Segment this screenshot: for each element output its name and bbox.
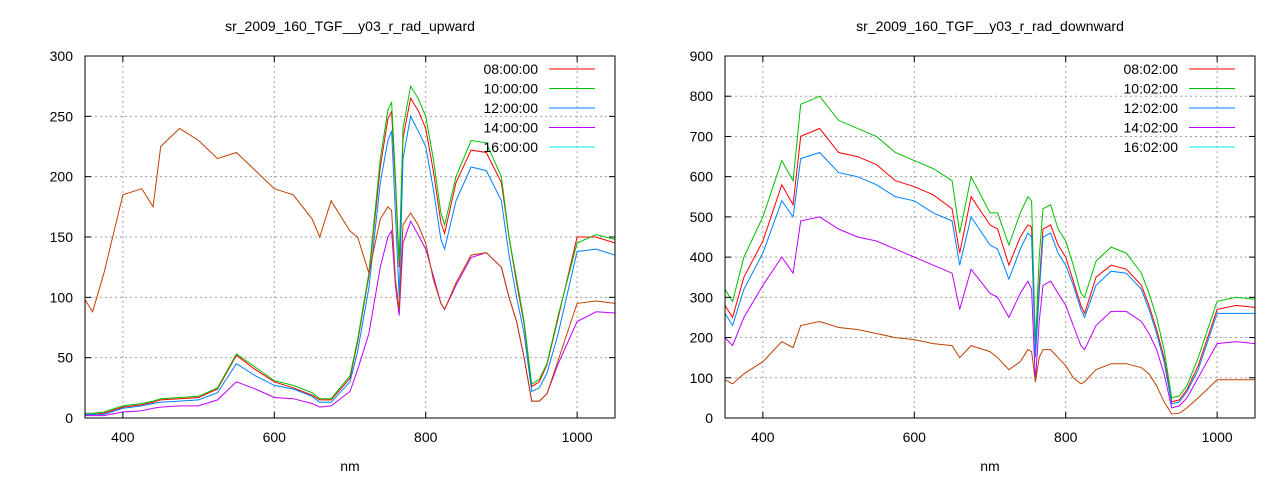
legend-label: 08:00:00 bbox=[484, 61, 539, 77]
series-line-100200 bbox=[724, 95, 1256, 399]
x-axis-label: nm bbox=[340, 458, 359, 474]
y-tick-label: 100 bbox=[690, 370, 714, 386]
chart-title: sr_2009_160_TGF__y03_r_rad_downward bbox=[856, 18, 1124, 34]
y-tick-label: 250 bbox=[50, 108, 74, 124]
y-tick-label: 100 bbox=[50, 289, 74, 305]
series-line-100000 bbox=[85, 84, 616, 414]
y-tick-label: 700 bbox=[690, 128, 714, 144]
y-tick-label: 400 bbox=[690, 249, 714, 265]
y-tick-label: 600 bbox=[690, 169, 714, 185]
x-tick-label: 600 bbox=[263, 429, 287, 445]
legend-label: 14:00:00 bbox=[484, 120, 539, 136]
x-tick-label: 1000 bbox=[562, 429, 593, 445]
x-tick-label: 600 bbox=[903, 429, 927, 445]
y-tick-label: 200 bbox=[690, 330, 714, 346]
x-tick-label: 800 bbox=[414, 429, 438, 445]
y-tick-label: 900 bbox=[690, 48, 714, 64]
y-tick-label: 0 bbox=[65, 410, 73, 426]
y-tick-label: 300 bbox=[50, 48, 74, 64]
series-line-120200 bbox=[724, 151, 1255, 405]
series-line-unlabeled bbox=[84, 127, 616, 402]
legend-label: 12:00:00 bbox=[484, 100, 539, 116]
y-tick-label: 500 bbox=[690, 209, 714, 225]
y-tick-label: 800 bbox=[690, 88, 714, 104]
series-line-140200 bbox=[724, 216, 1256, 409]
legend-label: 16:00:00 bbox=[484, 139, 539, 155]
legend-label: 12:02:00 bbox=[1124, 100, 1179, 116]
y-tick-label: 0 bbox=[705, 410, 713, 426]
downward-radiance-chart: 400 600 800 1000 0 100 200 300 400 500 600 700 800 90… bbox=[690, 18, 1256, 474]
series-line-unlabeled bbox=[724, 320, 1255, 415]
legend-label: 10:02:00 bbox=[1124, 81, 1179, 97]
chart-title: sr_2009_160_TGF__y03_r_rad_upward bbox=[225, 18, 475, 34]
upward-radiance-chart: 400 600 800 1000 0 50 100 150 200 250 300 sr_2009_1… bbox=[50, 18, 616, 474]
legend-label: 10:00:00 bbox=[484, 81, 539, 97]
y-tick-label: 50 bbox=[57, 350, 73, 366]
series-line-080200 bbox=[724, 127, 1256, 403]
x-axis-label: nm bbox=[980, 458, 999, 474]
x-tick-label: 400 bbox=[111, 429, 135, 445]
y-tick-label: 300 bbox=[690, 289, 714, 305]
plot-frame bbox=[724, 55, 1256, 419]
y-tick-label: 200 bbox=[50, 169, 74, 185]
y-tick-label: 150 bbox=[50, 229, 74, 245]
x-tick-label: 400 bbox=[751, 429, 775, 445]
series-line-140000 bbox=[85, 220, 616, 417]
x-tick-label: 1000 bbox=[1202, 429, 1233, 445]
series-line-120000 bbox=[85, 114, 616, 415]
x-tick-label: 800 bbox=[1054, 429, 1078, 445]
legend-label: 16:02:00 bbox=[1124, 139, 1179, 155]
legend-label: 08:02:00 bbox=[1124, 61, 1179, 77]
legend-label: 14:02:00 bbox=[1124, 120, 1179, 136]
